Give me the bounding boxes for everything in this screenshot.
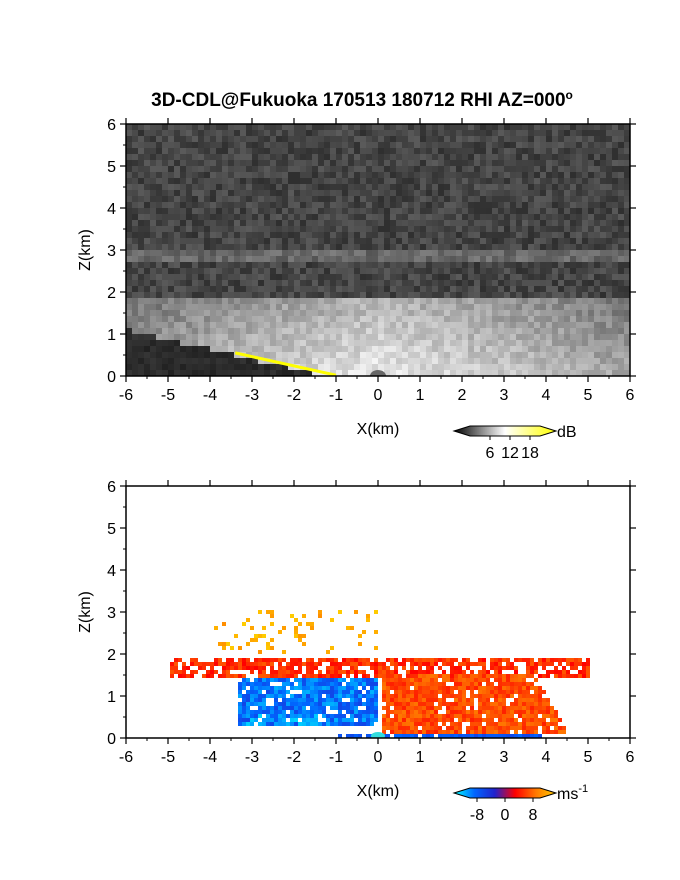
x-tick-label: 4 bbox=[542, 749, 551, 766]
x-tick-label: 6 bbox=[626, 749, 635, 766]
x-tick-label: -4 bbox=[203, 749, 217, 766]
y-tick-label: 4 bbox=[107, 563, 116, 580]
colorbar-bar bbox=[452, 787, 558, 799]
x-tick-label: 0 bbox=[374, 387, 383, 404]
colorbar-tick-label: 8 bbox=[529, 807, 538, 824]
x-tick-label: -6 bbox=[119, 749, 133, 766]
x-tick-label: 1 bbox=[416, 387, 425, 404]
y-axis-label: Z(km) bbox=[77, 591, 94, 633]
y-tick-label: 6 bbox=[107, 479, 116, 496]
x-tick-label: -1 bbox=[329, 387, 343, 404]
figure-title: 3D-CDL@Fukuoka 170513 180712 RHI AZ=000o bbox=[151, 88, 573, 111]
x-tick-label: -5 bbox=[161, 387, 175, 404]
colorbar-tick-label: 12 bbox=[501, 445, 519, 462]
x-tick-label: -2 bbox=[287, 387, 301, 404]
x-tick-label: -2 bbox=[287, 749, 301, 766]
x-axis-label: X(km) bbox=[357, 421, 400, 438]
velocity-panel: -6 -5 -4 -3 -2 -1 0 1 2 3 4 5 6 0 1 2 3 4 5 6 X(km) Z(km) -8 0 8… bbox=[77, 479, 636, 824]
colorbar: 6 12 18 dB bbox=[452, 424, 577, 462]
colorbar-unit-exponent: -1 bbox=[578, 783, 588, 795]
x-tick-label: 2 bbox=[458, 387, 467, 404]
title-text: 3D-CDL@Fukuoka 170513 180712 RHI AZ=000 bbox=[151, 90, 565, 111]
x-tick-label: 2 bbox=[458, 749, 467, 766]
x-tick-label: 0 bbox=[374, 749, 383, 766]
x-tick-label: 3 bbox=[500, 749, 509, 766]
colorbar-bar bbox=[452, 425, 558, 437]
x-tick-label: -3 bbox=[245, 387, 259, 404]
y-tick-label: 3 bbox=[107, 605, 116, 622]
colorbar-tick-label: 0 bbox=[501, 807, 510, 824]
colorbar-tick-label: 18 bbox=[521, 445, 539, 462]
plot-area bbox=[126, 486, 630, 738]
y-tick-label: 6 bbox=[107, 117, 116, 134]
y-tick-label: 5 bbox=[107, 521, 116, 538]
x-tick-label: 3 bbox=[500, 387, 509, 404]
x-tick-label: -4 bbox=[203, 387, 217, 404]
x-axis-label: X(km) bbox=[357, 783, 400, 800]
y-tick-label: 4 bbox=[107, 201, 116, 218]
lidar-site-mark bbox=[371, 732, 385, 738]
plot-area bbox=[126, 124, 630, 376]
terrain-line bbox=[234, 351, 337, 376]
y-tick-label: 5 bbox=[107, 159, 116, 176]
x-tick-label: 5 bbox=[584, 387, 593, 404]
backscatter-field bbox=[126, 124, 630, 376]
y-axis-label: Z(km) bbox=[77, 229, 94, 271]
y-tick-label: 1 bbox=[107, 689, 116, 706]
colorbar-unit: ms-1 bbox=[557, 783, 588, 803]
colorbar-tick-label: -8 bbox=[470, 807, 484, 824]
x-tick-label: 5 bbox=[584, 749, 593, 766]
y-tick-label: 1 bbox=[107, 327, 116, 344]
y-tick-label: 2 bbox=[107, 285, 116, 302]
x-tick-label: 4 bbox=[542, 387, 551, 404]
y-tick-label: 0 bbox=[107, 369, 116, 386]
x-tick-label: 6 bbox=[626, 387, 635, 404]
y-tick-label: 3 bbox=[107, 243, 116, 260]
x-tick-label: -3 bbox=[245, 749, 259, 766]
x-tick-label: -1 bbox=[329, 749, 343, 766]
title-degree: o bbox=[566, 88, 573, 102]
colorbar-unit: dB bbox=[557, 424, 577, 441]
velocity-field bbox=[170, 610, 590, 738]
x-tick-label: 1 bbox=[416, 749, 425, 766]
y-tick-label: 2 bbox=[107, 647, 116, 664]
colorbar-tick-label: 6 bbox=[486, 445, 495, 462]
y-tick-label: 0 bbox=[107, 731, 116, 748]
x-tick-label: -6 bbox=[119, 387, 133, 404]
x-tick-label: -5 bbox=[161, 749, 175, 766]
colorbar: -8 0 8 ms-1 bbox=[452, 783, 588, 824]
lidar-site-mark bbox=[370, 370, 386, 376]
